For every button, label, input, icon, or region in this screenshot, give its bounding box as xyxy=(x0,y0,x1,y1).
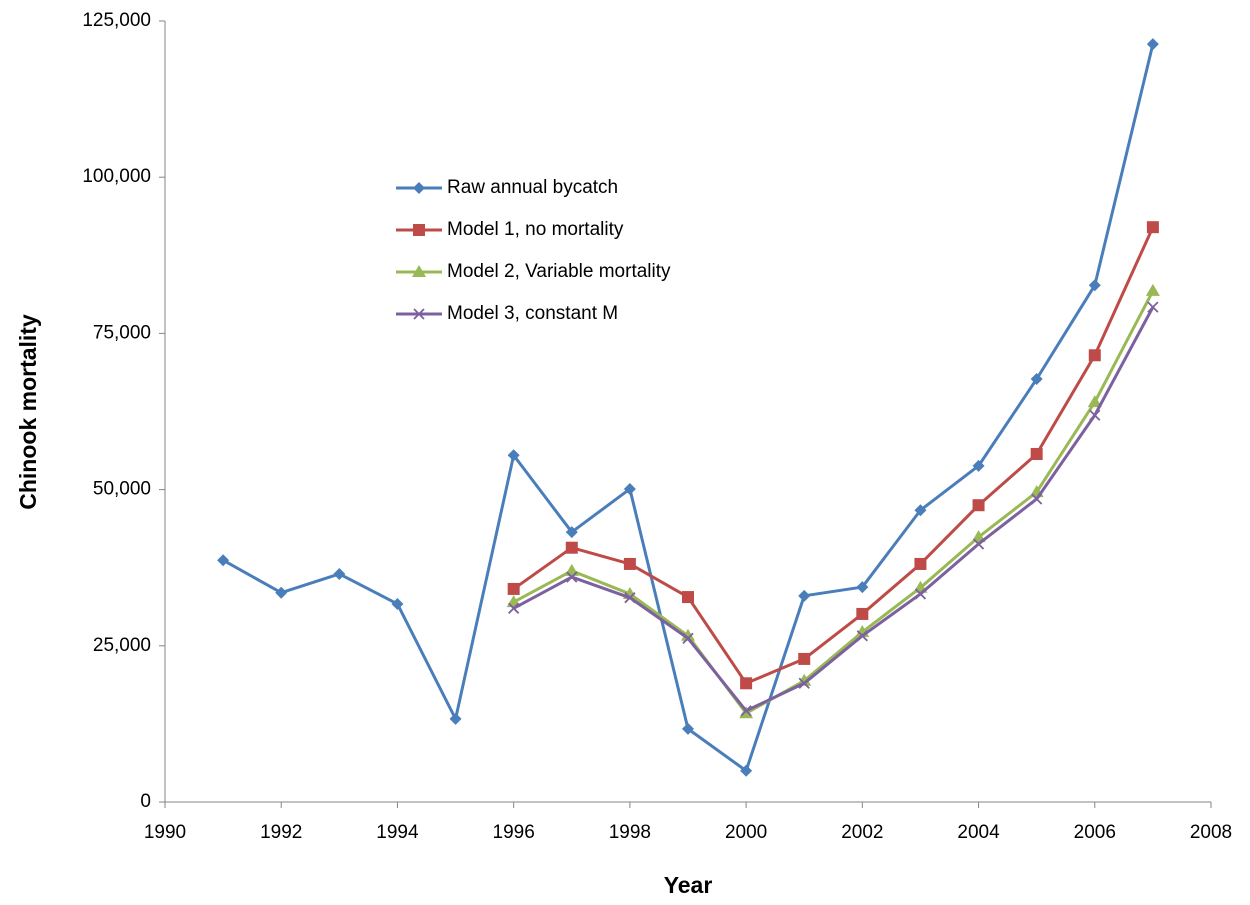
data-point xyxy=(682,632,694,644)
x-tick-label: 1996 xyxy=(493,822,535,843)
y-tick-label: 125,000 xyxy=(82,10,151,31)
data-point xyxy=(275,586,288,599)
y-tick-label: 0 xyxy=(140,791,151,812)
data-point xyxy=(1146,221,1159,234)
data-point xyxy=(1147,301,1159,313)
legend-marker xyxy=(412,265,426,277)
y-tick-label: 100,000 xyxy=(82,166,151,187)
data-point xyxy=(507,449,520,462)
data-point xyxy=(566,571,578,583)
data-point xyxy=(391,597,404,610)
data-point xyxy=(682,591,694,604)
data-point xyxy=(914,588,927,600)
data-point xyxy=(914,504,927,517)
x-tick-label: 2006 xyxy=(1074,822,1116,843)
data-point xyxy=(972,538,985,550)
legend-label: Model 3, constant M xyxy=(447,303,618,324)
legend-label: Model 2, Variable mortality xyxy=(447,261,671,282)
x-tick-label: 1990 xyxy=(144,822,186,843)
legend-marker xyxy=(413,224,425,236)
data-point xyxy=(1146,38,1159,51)
data-point xyxy=(972,459,985,472)
data-point xyxy=(507,582,520,595)
data-point xyxy=(681,628,695,641)
y-tick-label: 25,000 xyxy=(93,635,151,656)
y-axis-title: Chinook mortality xyxy=(15,314,41,510)
data-point xyxy=(797,673,812,686)
data-point xyxy=(798,652,811,665)
data-point xyxy=(1089,409,1101,421)
data-point xyxy=(564,563,579,576)
data-point xyxy=(623,482,636,495)
y-tick-label: 50,000 xyxy=(93,479,151,500)
x-tick-label: 2008 xyxy=(1190,822,1232,843)
data-point xyxy=(914,557,927,570)
series-line xyxy=(512,306,1155,713)
legend-marker xyxy=(413,182,425,194)
x-tick-label: 1992 xyxy=(260,822,302,843)
x-tick-label: 1994 xyxy=(376,822,419,843)
data-point xyxy=(624,592,636,604)
legend-marker xyxy=(413,308,425,320)
data-point xyxy=(1030,447,1043,460)
x-tick-label: 2000 xyxy=(725,822,767,843)
data-point xyxy=(1087,395,1102,408)
x-tick-label: 2002 xyxy=(841,822,883,843)
x-tick-label: 2004 xyxy=(957,822,1000,843)
data-point xyxy=(856,581,869,594)
series-line xyxy=(222,43,1155,773)
data-point xyxy=(740,677,753,690)
series-line xyxy=(512,290,1155,715)
data-point xyxy=(798,589,811,602)
data-point xyxy=(333,567,346,580)
data-point xyxy=(740,764,753,777)
data-point xyxy=(740,705,752,717)
data-point xyxy=(508,602,520,614)
legend-label: Model 1, no mortality xyxy=(447,219,624,240)
data-point xyxy=(1030,373,1043,386)
data-point xyxy=(565,541,578,554)
series-line xyxy=(512,226,1155,685)
data-point xyxy=(856,630,868,642)
data-point xyxy=(1145,283,1160,296)
data-point xyxy=(565,526,578,539)
data-point xyxy=(1088,279,1101,292)
data-point xyxy=(971,530,986,543)
x-axis-title: Year xyxy=(664,872,713,898)
data-point xyxy=(798,677,810,689)
data-point xyxy=(623,557,636,570)
data-point xyxy=(682,722,694,735)
data-point xyxy=(1031,493,1043,505)
data-point xyxy=(972,499,985,512)
legend-label: Raw annual bycatch xyxy=(447,177,618,198)
y-tick-label: 75,000 xyxy=(93,322,151,343)
data-point xyxy=(449,712,462,725)
data-point xyxy=(856,607,869,620)
data-point xyxy=(1088,349,1101,362)
x-tick-label: 1998 xyxy=(609,822,651,843)
data-point xyxy=(217,554,230,567)
